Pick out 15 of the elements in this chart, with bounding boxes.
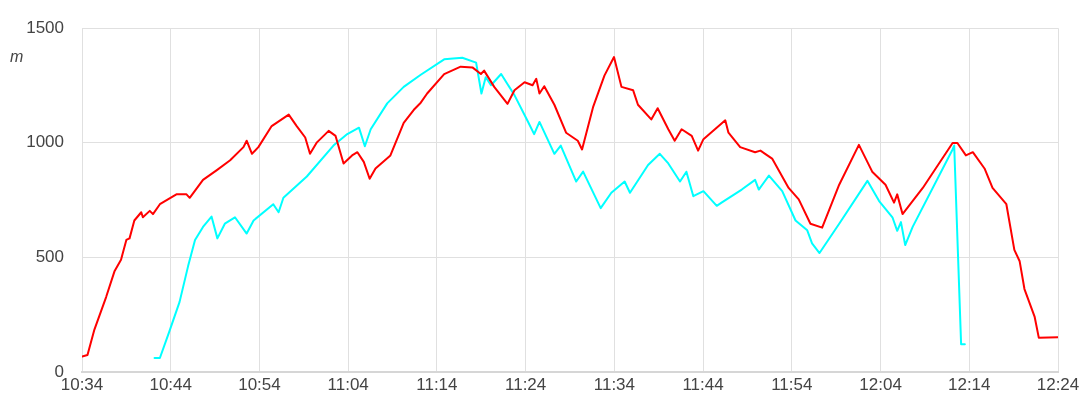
x-tick-label: 11:14 [416, 374, 458, 394]
y-axis-title: m [10, 48, 24, 66]
x-tick-label: 11:54 [771, 374, 813, 394]
x-tick-label: 12:04 [859, 374, 902, 394]
x-tick-label: 11:44 [682, 374, 724, 394]
y-tick-label: 500 [35, 247, 64, 267]
y-tick-label: 1500 [26, 17, 64, 37]
x-tick-label: 11:34 [593, 374, 636, 394]
x-tick-label: 12:14 [947, 374, 991, 394]
x-tick-label: 11:04 [327, 374, 369, 394]
x-tick-label: 10:54 [238, 374, 281, 394]
y-tick-label: 1000 [26, 132, 64, 152]
x-tick-label: 10:44 [149, 374, 192, 394]
x-tick-label: 12:24 [1036, 374, 1080, 394]
x-tick-label: 11:24 [504, 374, 547, 394]
